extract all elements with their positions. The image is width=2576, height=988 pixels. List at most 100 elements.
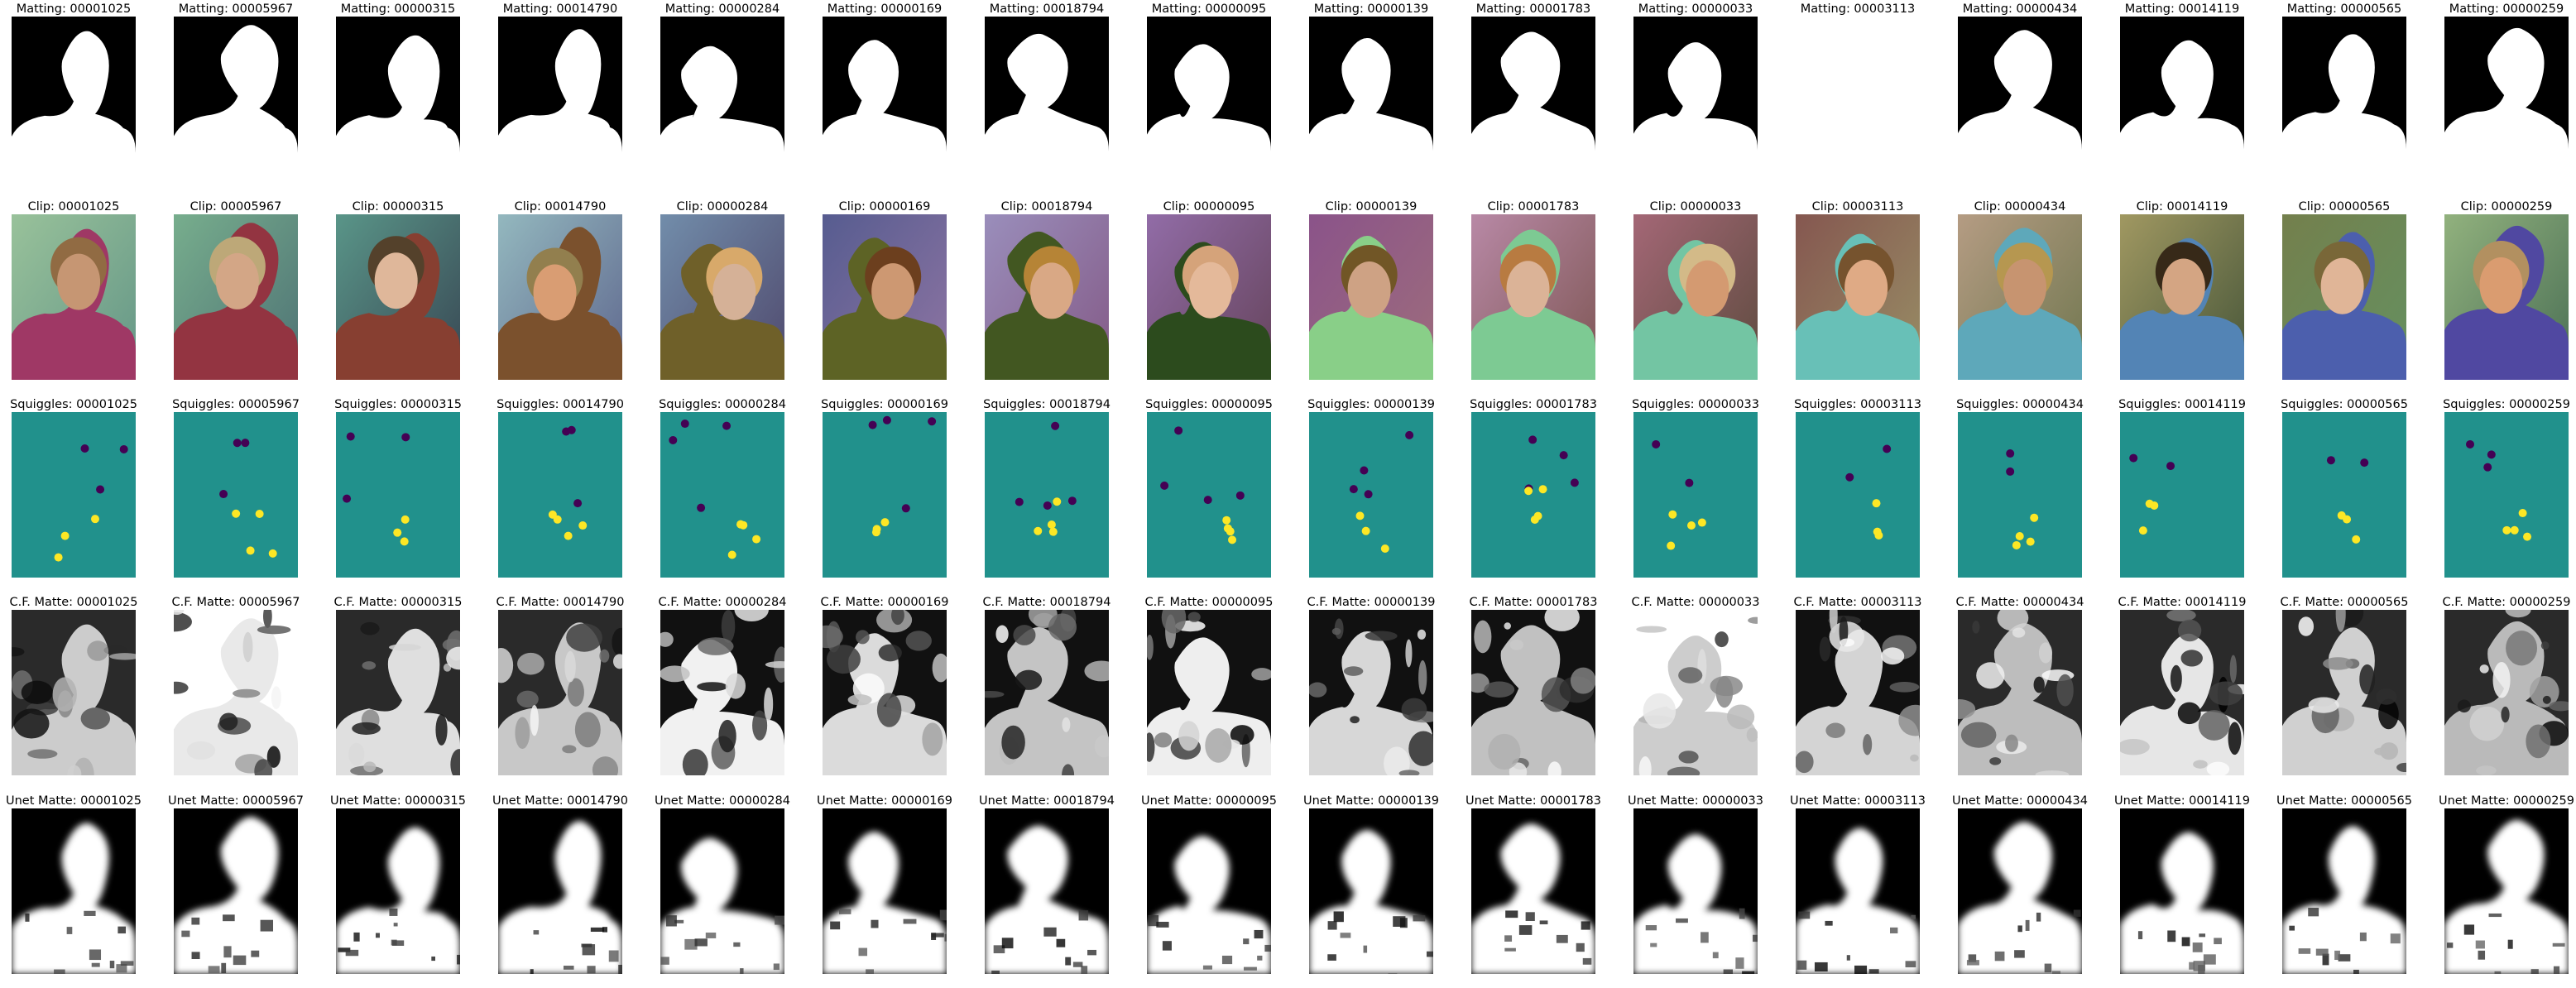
background-squiggle <box>1160 481 1169 490</box>
unet-cell: Unet Matte: 00000095 <box>1141 793 1277 975</box>
panel-title: C.F. Matte: 00000139 <box>1307 596 1436 609</box>
panel-title: Unet Matte: 00001025 <box>5 794 142 808</box>
cfmatte-image <box>2444 610 2569 775</box>
panel-title: C.F. Matte: 00000169 <box>820 596 949 609</box>
cfmatte-panel-svg <box>174 610 298 775</box>
clip-image <box>823 214 947 380</box>
cfmatte-panel-svg <box>1471 610 1595 775</box>
cfmatte-cell: C.F. Matte: 00000259 <box>2443 594 2570 776</box>
clip-cell: Clip: 00018794 <box>985 199 1109 381</box>
background-squiggle <box>343 494 352 503</box>
matting-cell: Matting: 00000259 <box>2444 1 2569 183</box>
foreground-squiggle <box>880 518 890 527</box>
background-squiggle <box>1360 466 1369 475</box>
squiggles-image <box>1147 412 1271 578</box>
background-squiggle <box>1349 485 1358 494</box>
background-squiggle <box>1067 496 1077 506</box>
clip-image <box>174 214 298 380</box>
clip-cell: Clip: 00000284 <box>660 199 784 381</box>
foreground-squiggle <box>1380 544 1389 554</box>
cfmatte-panel-svg <box>1958 610 2082 775</box>
predicted-matte <box>1633 834 1758 974</box>
background-squiggle <box>1405 430 1414 439</box>
cfmatte-image <box>1633 610 1758 775</box>
cfmatte-image <box>660 610 784 775</box>
clip-image <box>12 214 136 380</box>
squiggles-image <box>1309 412 1433 578</box>
cfmatte-cell: C.F. Matte: 00000169 <box>821 594 948 776</box>
panel-title: Clip: 00014790 <box>514 200 607 213</box>
squiggles-cell: Squiggles: 00000033 <box>1632 396 1759 578</box>
unet-panel-svg <box>1796 808 1920 974</box>
matting-cell: Matting: 00000139 <box>1309 1 1433 183</box>
matting-image <box>174 17 298 182</box>
foreground-squiggle <box>1668 510 1677 519</box>
panel-title: C.F. Matte: 00014119 <box>2118 596 2247 609</box>
squiggles-panel-svg <box>1796 412 1920 578</box>
panel-title: Unet Matte: 00000259 <box>2438 794 2574 808</box>
predicted-matte <box>2444 819 2569 974</box>
clip-cell: Clip: 00003113 <box>1796 199 1920 381</box>
unet-image <box>2120 808 2244 974</box>
matting-cell: Matting: 00000033 <box>1633 1 1758 183</box>
foreground-squiggle <box>255 509 264 518</box>
foreground-squiggle <box>90 515 99 524</box>
matting-cell: Matting: 00000434 <box>1958 1 2082 183</box>
cfmatte-cell: C.F. Matte: 00000033 <box>1632 594 1759 776</box>
clip-image <box>336 214 460 380</box>
squiggles-image <box>2444 412 2569 578</box>
cfmatte-cell: C.F. Matte: 00014119 <box>2118 594 2246 776</box>
clip-cell: Clip: 00000259 <box>2444 199 2569 381</box>
matting-cell: Matting: 00000169 <box>823 1 947 183</box>
background-squiggle <box>1015 497 1024 506</box>
squiggles-panel-svg <box>985 412 1109 578</box>
subject-mask <box>1796 36 1920 182</box>
clip-image <box>1471 214 1595 380</box>
matting-panel-svg <box>12 17 136 182</box>
panel-title: C.F. Matte: 00000033 <box>1631 596 1760 609</box>
unet-panel-svg <box>2120 808 2244 974</box>
unet-image <box>1147 808 1271 974</box>
background-squiggle <box>1559 451 1568 460</box>
panel-title: Squiggles: 00000565 <box>2281 398 2408 411</box>
matting-panel-svg <box>1147 17 1271 182</box>
unet-panel-svg <box>336 808 460 974</box>
clip-image <box>1309 214 1433 380</box>
matting-panel-svg <box>2444 17 2569 182</box>
background-squiggle <box>697 503 706 512</box>
matting-panel-svg <box>498 17 622 182</box>
clip-cell: Clip: 00000169 <box>823 199 947 381</box>
subject-mask <box>2444 27 2569 182</box>
clip-panel-svg <box>823 214 947 380</box>
panel-title: Matting: 00001025 <box>16 2 132 16</box>
background-squiggle <box>2326 456 2335 465</box>
unet-cell: Unet Matte: 00001783 <box>1465 793 1601 975</box>
clip-cell: Clip: 00000434 <box>1958 199 2082 381</box>
foreground-squiggle <box>1048 527 1058 536</box>
cfmatte-cell: C.F. Matte: 00001783 <box>1470 594 1597 776</box>
panel-title: Matting: 00000259 <box>2449 2 2564 16</box>
clip-panel-svg <box>660 214 784 380</box>
cfmatte-panel-svg <box>1633 610 1758 775</box>
clip-panel-svg <box>2282 214 2406 380</box>
cfmatte-panel-svg <box>498 610 622 775</box>
predicted-matte <box>823 832 947 974</box>
clip-cell: Clip: 00000565 <box>2282 199 2406 381</box>
cfmatte-panel-svg <box>12 610 136 775</box>
squiggles-image <box>1958 412 2082 578</box>
matting-panel-svg <box>2120 17 2244 182</box>
squiggles-cell: Squiggles: 00005967 <box>172 396 300 578</box>
cfmatte-panel-svg <box>2444 610 2569 775</box>
matting-image <box>1633 17 1758 182</box>
predicted-matte <box>498 821 622 974</box>
squiggles-image <box>823 412 947 578</box>
clip-panel-svg <box>1958 214 2082 380</box>
foreground-squiggle <box>553 515 562 524</box>
panel-title: Clip: 00003113 <box>1811 200 1904 213</box>
background-squiggle <box>2006 467 2015 476</box>
squiggles-cell: Squiggles: 00014790 <box>496 396 624 578</box>
cfmatte-panel-svg <box>336 610 460 775</box>
background-squiggle <box>2487 450 2496 459</box>
subject-mask <box>985 33 1109 182</box>
cfmatte-cell: C.F. Matte: 00000565 <box>2281 594 2408 776</box>
